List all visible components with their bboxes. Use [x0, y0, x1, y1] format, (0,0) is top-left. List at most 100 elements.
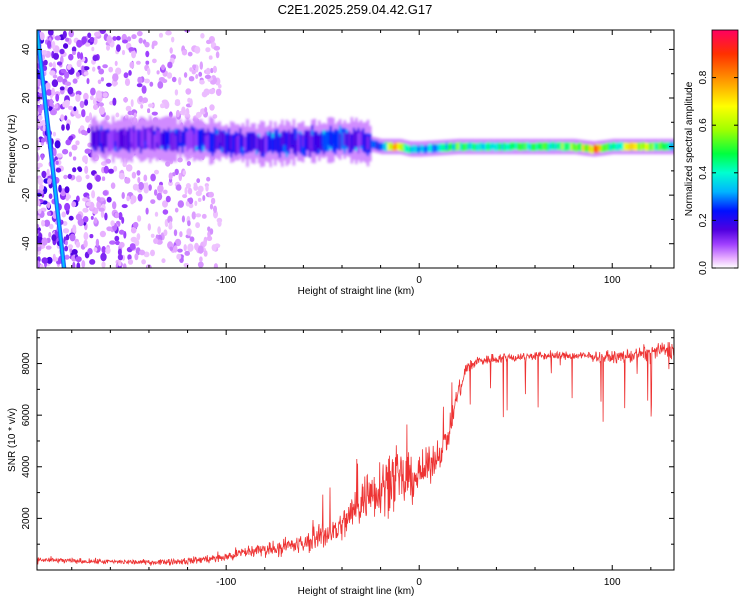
- snr-frame: [36, 329, 675, 571]
- noise-cell: [188, 76, 195, 82]
- band-cell: [413, 144, 416, 153]
- band-cell: [121, 131, 124, 145]
- noise-cell: [37, 146, 41, 151]
- noise-cell: [128, 70, 132, 76]
- spectrogram-frame: [36, 29, 675, 269]
- noise-cell: [162, 209, 169, 215]
- noise-cell: [85, 42, 91, 47]
- band-cell: [436, 144, 439, 153]
- band-cell: [364, 133, 367, 149]
- noise-cell: [93, 247, 98, 253]
- band-cell: [630, 142, 634, 150]
- noise-cell: [162, 200, 168, 208]
- noise-cell: [197, 261, 204, 268]
- noise-cell: [105, 247, 111, 254]
- band-cell: [454, 142, 458, 151]
- y-tick-label: 20: [21, 92, 32, 104]
- band-cell: [190, 130, 194, 149]
- noise-cell: [196, 178, 201, 184]
- y-tick-label: -40: [21, 236, 32, 251]
- band-cell: [670, 141, 673, 150]
- noise-cell: [64, 81, 72, 87]
- band-cell: [269, 134, 272, 151]
- noise-cell: [91, 190, 96, 199]
- band-cell: [480, 142, 483, 150]
- noise-cell: [62, 228, 70, 234]
- band-cell: [225, 134, 228, 156]
- y-tick-label: 0: [21, 143, 32, 149]
- band-cell: [420, 144, 423, 153]
- noise-cell: [75, 140, 80, 146]
- noise-cell: [55, 167, 62, 173]
- noise-cell: [76, 59, 82, 68]
- band-cell: [336, 131, 339, 148]
- noise-cell: [52, 61, 56, 70]
- band-cell: [496, 143, 499, 151]
- noise-cell: [86, 78, 90, 85]
- noise-cell: [85, 115, 91, 123]
- noise-cell: [85, 201, 91, 207]
- band-cell: [589, 144, 592, 153]
- noise-cell: [68, 30, 74, 38]
- noise-cell: [47, 30, 54, 36]
- band-cell: [672, 141, 674, 150]
- noise-cell: [100, 209, 105, 218]
- band-cell: [603, 144, 606, 152]
- noise-cell: [194, 242, 199, 251]
- noise-cell: [126, 195, 130, 202]
- y-tick-label: 6000: [21, 404, 32, 427]
- noise-cell: [112, 73, 119, 82]
- band-cell: [422, 145, 425, 153]
- band-cell: [128, 127, 131, 149]
- noise-cell: [109, 240, 116, 245]
- band-cell: [443, 143, 446, 152]
- band-cell: [193, 133, 196, 153]
- noise-cell: [182, 194, 188, 199]
- band-cell: [433, 144, 437, 153]
- noise-cell: [81, 36, 87, 45]
- noise-cell: [65, 99, 70, 107]
- noise-cell: [189, 236, 195, 242]
- noise-cell: [102, 64, 108, 69]
- band-cell: [111, 129, 115, 150]
- noise-cell: [172, 172, 176, 177]
- band-cell: [294, 128, 298, 150]
- noise-cell: [143, 174, 148, 182]
- noise-cell: [56, 61, 63, 66]
- band-cell: [151, 125, 154, 146]
- noise-cell: [127, 254, 132, 261]
- spectrogram-y-axis: -40 -20 0 20 40: [21, 43, 674, 269]
- noise-cell: [64, 202, 71, 212]
- noise-cell: [37, 229, 40, 234]
- band-cell: [445, 142, 448, 150]
- band-cell: [600, 144, 603, 153]
- x-tick-label: -100: [216, 275, 236, 286]
- band-cell: [531, 143, 534, 151]
- band-cell: [102, 133, 105, 154]
- band-cell: [542, 142, 546, 151]
- direct-track-core: [37, 30, 66, 268]
- band-cell: [100, 130, 103, 144]
- noise-cell: [154, 169, 159, 175]
- noise-cell: [187, 51, 193, 57]
- noise-cell: [188, 197, 194, 205]
- noise-cell: [40, 138, 46, 143]
- noise-cell: [37, 120, 44, 127]
- noise-cell: [136, 83, 143, 88]
- noise-cell: [37, 137, 40, 143]
- noise-cell: [202, 195, 206, 201]
- noise-cell: [83, 66, 90, 71]
- band-cell: [306, 130, 309, 151]
- noise-cell: [206, 176, 211, 182]
- band-cell: [647, 143, 650, 151]
- band-cell: [644, 142, 648, 151]
- band-cell: [450, 142, 453, 151]
- noise-cell: [63, 43, 69, 49]
- band-cell: [394, 142, 397, 151]
- noise-cell: [48, 193, 53, 199]
- y-tick-label: 40: [21, 43, 32, 55]
- noise-cell: [209, 203, 214, 210]
- noise-cell: [89, 259, 96, 265]
- noise-cell: [95, 238, 100, 247]
- noise-cell: [50, 109, 57, 116]
